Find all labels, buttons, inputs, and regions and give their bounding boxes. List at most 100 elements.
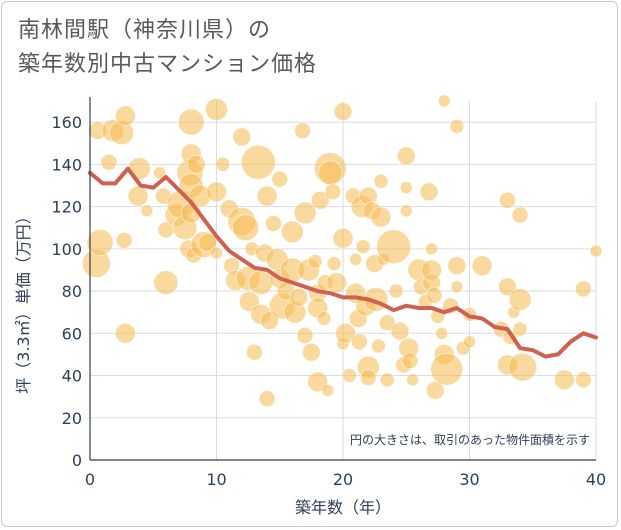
- bubble-point: [265, 215, 282, 232]
- bubble-point: [326, 272, 348, 294]
- x-axis-title: 築年数（年）: [295, 498, 391, 517]
- bubble-point: [447, 256, 467, 276]
- bubble-point: [508, 352, 538, 382]
- bubble-point: [280, 220, 304, 244]
- bubble-point: [232, 127, 252, 147]
- bubble-point: [355, 239, 371, 255]
- bubble-point: [296, 327, 314, 344]
- bubble-point: [258, 390, 276, 408]
- trend-line: [88, 166, 598, 359]
- bubble-point: [399, 181, 413, 194]
- bubble-point: [471, 255, 493, 277]
- page-title: 南林間駅（神奈川県）の 築年数別中古マンション価格: [18, 14, 317, 82]
- bubble-point: [450, 280, 464, 294]
- bubble-point: [317, 160, 343, 186]
- bubble-point: [425, 242, 438, 256]
- bubble-point: [574, 280, 592, 298]
- bubble-point: [140, 204, 154, 218]
- axes: [89, 97, 596, 461]
- bubble-point: [115, 231, 133, 249]
- bubble-point: [153, 270, 179, 296]
- bubble-point: [463, 335, 476, 349]
- bubble-point: [293, 201, 317, 225]
- y-axis-title: 坪（3.3㎡）単価（万円）: [14, 208, 33, 393]
- size-annotation: 円の大きさは、取引のあった物件面積を示す: [350, 432, 590, 447]
- bubble-point: [512, 321, 528, 337]
- y-tick-label-1: 20: [62, 409, 82, 428]
- bubble-point: [437, 94, 451, 108]
- bubble-point: [307, 254, 323, 269]
- y-tick-label-2: 40: [62, 367, 82, 386]
- bubble-point: [425, 380, 445, 400]
- y-tick-label-5: 100: [51, 240, 82, 259]
- y-tick-label-6: 120: [51, 198, 82, 217]
- bubble-point: [115, 322, 136, 344]
- bubble-point: [210, 246, 223, 260]
- bubble-point: [205, 98, 228, 121]
- bubble-point: [511, 206, 529, 224]
- bubble-point: [406, 373, 419, 387]
- bubble-point: [378, 314, 396, 332]
- x-tick-label-3: 30: [459, 470, 479, 489]
- bubble-point: [115, 105, 136, 127]
- y-tick-label-4: 80: [62, 282, 82, 301]
- bubble-point: [127, 185, 149, 207]
- bubble-point: [177, 108, 205, 136]
- y-tick-label-8: 160: [51, 113, 82, 132]
- bubble-point: [390, 321, 410, 341]
- y-tick-label-3: 60: [62, 324, 82, 343]
- bubble-point: [449, 118, 465, 134]
- bubble-point: [553, 369, 575, 391]
- bubble-point: [396, 146, 416, 166]
- bubble-point: [376, 229, 412, 265]
- y-tick-label-0: 0: [72, 451, 82, 470]
- bubble-point: [349, 252, 363, 266]
- bubble-point: [324, 183, 342, 201]
- bubble-point: [359, 369, 377, 387]
- bubble-point: [198, 233, 218, 252]
- bubble-point: [271, 170, 289, 188]
- title-line-2: 築年数別中古マンション価格: [18, 52, 318, 77]
- bubble-point: [401, 352, 419, 370]
- bubble-point: [186, 154, 206, 174]
- bubble-point: [425, 286, 443, 304]
- bubble-point: [341, 368, 357, 383]
- bubble-point: [232, 214, 259, 242]
- bubble-point: [435, 326, 449, 340]
- bubble-point: [498, 277, 517, 297]
- x-tick-label-2: 20: [333, 470, 353, 489]
- bubble-point: [371, 338, 386, 354]
- y-tick-label-7: 140: [51, 155, 82, 174]
- bubble-point: [301, 342, 321, 362]
- bubble-point: [419, 182, 439, 202]
- bubble-point: [316, 311, 332, 326]
- bubble-point: [430, 352, 464, 386]
- bubble-series: [81, 94, 603, 408]
- bubble-point: [294, 122, 311, 139]
- bubble-point: [370, 206, 392, 228]
- tick-labels: 0 20 40 60 80 100 120 140 160 0 10 20 30 40: [51, 113, 606, 489]
- bubble-point: [246, 343, 263, 361]
- bubble-point: [499, 191, 516, 209]
- bubble-point: [333, 102, 353, 121]
- x-tick-label-1: 10: [206, 470, 226, 489]
- bubble-point: [289, 287, 309, 307]
- bubble-point: [256, 185, 278, 207]
- bubble-point: [206, 181, 227, 203]
- bubble-point: [326, 256, 342, 272]
- bubble-point: [335, 322, 356, 344]
- bubble-point: [86, 229, 114, 256]
- bubble-point: [379, 372, 395, 388]
- bubble-point: [100, 153, 118, 171]
- bubble-point: [240, 144, 276, 180]
- bubble-point: [508, 288, 532, 311]
- bubble-point: [388, 283, 404, 299]
- bubble-point: [215, 156, 231, 172]
- x-tick-label-0: 0: [85, 470, 95, 489]
- bubble-point: [332, 227, 354, 249]
- bubble-point: [248, 270, 274, 296]
- bubble-point: [321, 383, 335, 397]
- bubble-point: [351, 333, 368, 351]
- bubble-point: [153, 166, 166, 180]
